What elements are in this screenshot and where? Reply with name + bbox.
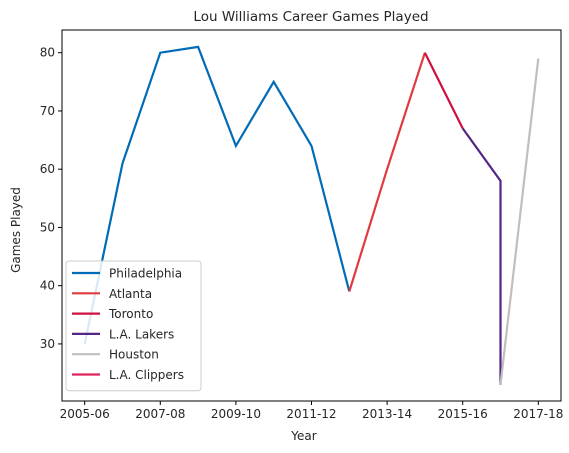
y-tick-label: 40 (40, 279, 55, 293)
legend: Philadelphia Atlanta Toronto L.A. Lakers Hou… (65, 260, 202, 392)
series-line-philadelphia (83, 45, 351, 345)
chart-title: Lou Williams Career Games Played (193, 9, 428, 25)
x-axis-label: Year (290, 429, 316, 443)
legend-label: L.A. Lakers (109, 327, 174, 341)
y-tick-label: 60 (40, 162, 55, 176)
y-tick-label: 50 (40, 220, 55, 234)
legend-label: L.A. Clippers (109, 368, 184, 382)
axis-ticks: 2005-06 2007-08 2009-10 2011-12 2013-14 2015-… (40, 46, 564, 421)
series-line-toronto (423, 52, 464, 129)
series-line-houston (499, 58, 540, 385)
series-line-atlanta (348, 52, 426, 292)
x-tick-label: 2005-06 (60, 407, 110, 421)
x-tick-label: 2015-16 (438, 407, 488, 421)
series-lines (83, 45, 540, 385)
y-tick-label: 70 (40, 104, 55, 118)
y-tick-label: 80 (40, 46, 55, 60)
y-tick-label: 30 (40, 337, 55, 351)
x-tick-label: 2013-14 (362, 407, 412, 421)
legend-label: Houston (109, 348, 159, 362)
legend-label: Philadelphia (109, 267, 182, 281)
legend-label: Atlanta (109, 287, 152, 301)
legend-label: Toronto (108, 307, 153, 321)
x-tick-label: 2007-08 (135, 407, 185, 421)
x-tick-label: 2017-18 (513, 407, 563, 421)
y-axis-label: Games Played (9, 187, 23, 273)
x-tick-label: 2009-10 (211, 407, 261, 421)
series-line-l-a-lakers (461, 127, 502, 385)
x-tick-label: 2011-12 (286, 407, 336, 421)
